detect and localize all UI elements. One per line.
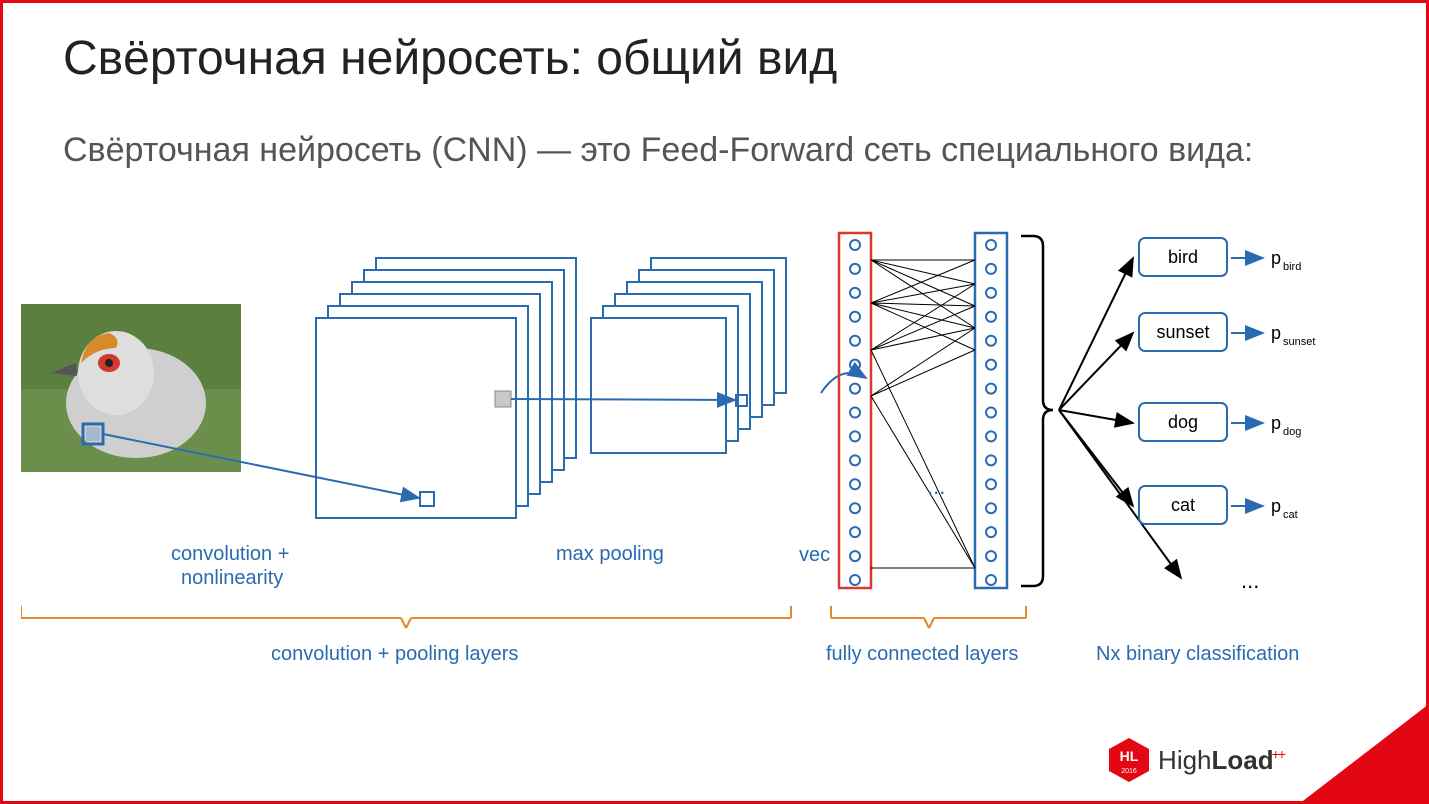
label-vec: vec bbox=[799, 544, 830, 566]
svg-text:HL: HL bbox=[1120, 748, 1139, 764]
cnn-diagram: convolution +nonlinearity max pooling co… bbox=[21, 228, 1416, 668]
highload-logo: HL 2016 HighLoad++ bbox=[1108, 737, 1286, 783]
label-conv-nonlin: convolution +nonlinearity bbox=[171, 543, 289, 589]
fc-layer-1 bbox=[839, 233, 871, 588]
svg-text:2016: 2016 bbox=[1121, 768, 1137, 775]
logo-hex-icon: HL 2016 bbox=[1108, 737, 1150, 783]
svg-text:sunset: sunset bbox=[1283, 336, 1315, 348]
label-fc-layers: fully connected layers bbox=[826, 643, 1018, 665]
corner-triangle bbox=[1299, 704, 1429, 804]
svg-text:p: p bbox=[1271, 413, 1281, 433]
output-ellipsis: ... bbox=[1241, 568, 1259, 593]
label-nx-binary: Nx binary classification bbox=[1096, 643, 1299, 665]
svg-text:dog: dog bbox=[1283, 426, 1301, 438]
bracket-conv-pool bbox=[21, 606, 791, 628]
conv-stack-2 bbox=[591, 258, 786, 453]
svg-text:bird: bird bbox=[1168, 247, 1198, 267]
label-max-pooling: max pooling bbox=[556, 543, 664, 565]
diagram-svg: convolution +nonlinearity max pooling co… bbox=[21, 228, 1416, 668]
svg-text:dog: dog bbox=[1168, 412, 1198, 432]
input-image bbox=[21, 304, 241, 472]
output-boxes: birdpbirdsunsetpsunsetdogpdogcatpcat bbox=[1139, 238, 1315, 524]
bracket-fc bbox=[831, 606, 1026, 628]
slide-title: Свёрточная нейросеть: общий вид bbox=[63, 31, 837, 86]
svg-text:p: p bbox=[1271, 496, 1281, 516]
svg-text:cat: cat bbox=[1171, 495, 1195, 515]
svg-text:p: p bbox=[1271, 323, 1281, 343]
output-bracket bbox=[1021, 236, 1053, 586]
fc-connections bbox=[871, 260, 975, 568]
conv-stack-1 bbox=[316, 258, 576, 518]
slide-subtitle: Свёрточная нейросеть (CNN) — это Feed-Fo… bbox=[63, 128, 1363, 172]
svg-text:bird: bird bbox=[1283, 261, 1301, 273]
logo-text: HighLoad++ bbox=[1158, 745, 1286, 776]
svg-text:sunset: sunset bbox=[1156, 322, 1209, 342]
fc-layer-2 bbox=[975, 233, 1007, 588]
ellipsis-between: ... bbox=[927, 474, 945, 499]
svg-text:cat: cat bbox=[1283, 509, 1298, 521]
svg-text:p: p bbox=[1271, 248, 1281, 268]
label-conv-pool-layers: convolution + pooling layers bbox=[271, 643, 518, 665]
